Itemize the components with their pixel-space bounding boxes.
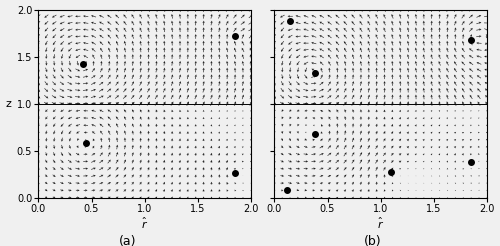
Y-axis label: z: z [6, 99, 12, 108]
X-axis label: $\hat{r}$: $\hat{r}$ [141, 215, 148, 231]
Text: (b): (b) [364, 235, 382, 246]
X-axis label: $\hat{r}$: $\hat{r}$ [377, 215, 384, 231]
Text: (a): (a) [119, 235, 136, 246]
